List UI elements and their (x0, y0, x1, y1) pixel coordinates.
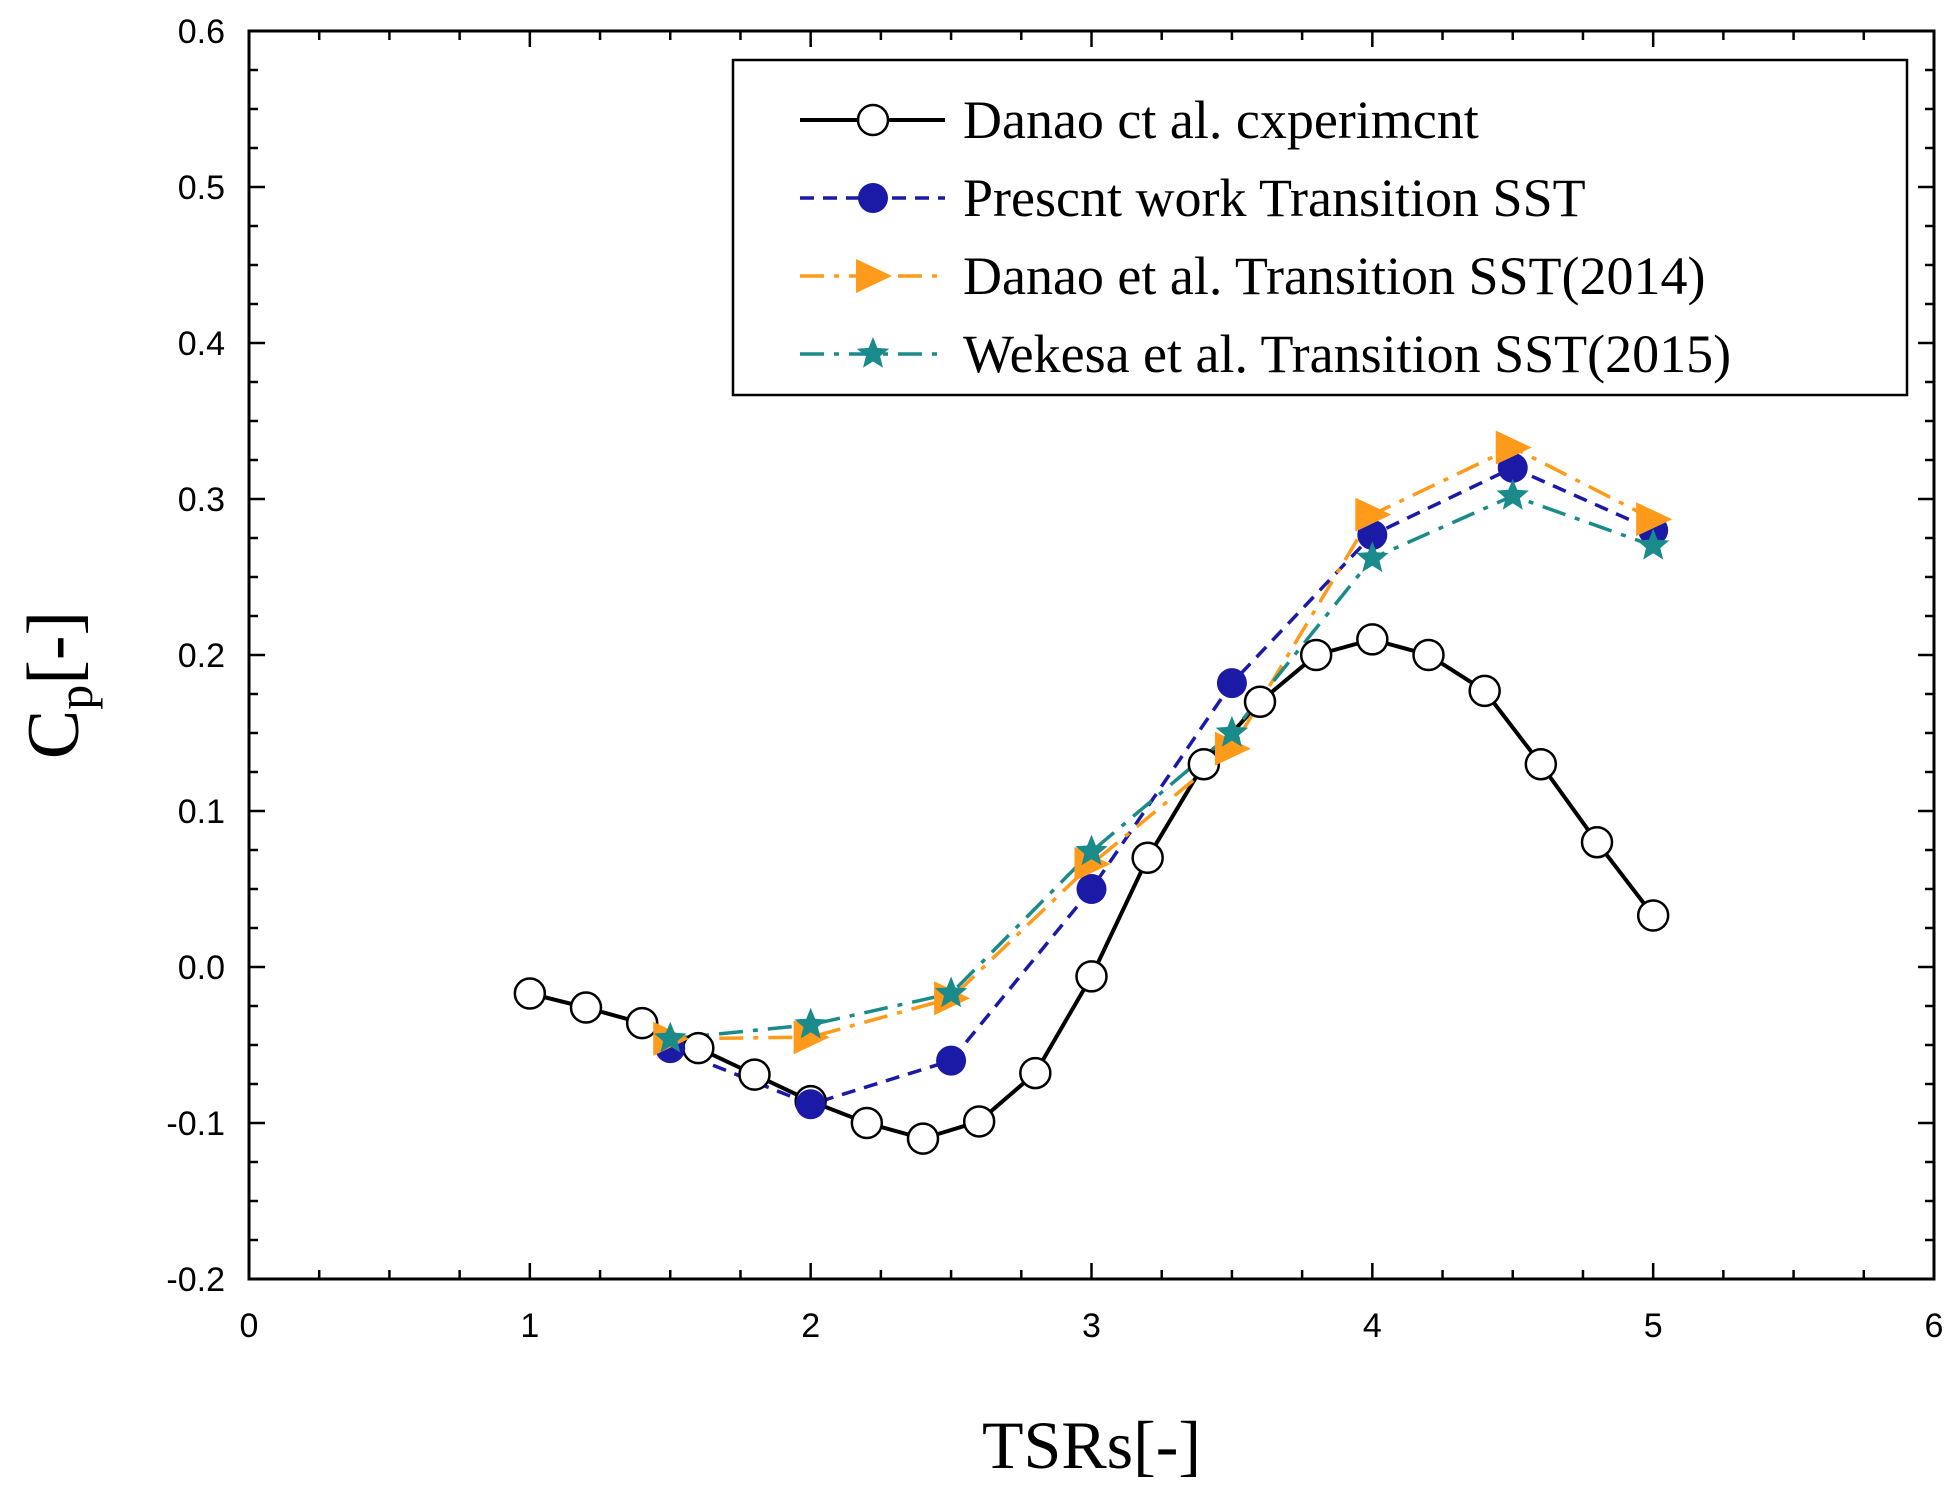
series-0-point (962, 1105, 996, 1138)
legend-label: Danao et al. Transition SST(2014) (963, 246, 1705, 306)
y-tick-label: 0.1 (178, 793, 225, 831)
legend-marker (858, 183, 888, 213)
series-3-point (794, 1007, 827, 1039)
series-3-point (1356, 541, 1389, 572)
series-0-point (906, 1122, 940, 1155)
series-1-point (795, 1089, 826, 1120)
series-0-point (513, 977, 547, 1010)
plot-frame (247, 29, 1936, 1281)
series-0-point (1075, 960, 1108, 993)
y-tick-label: 0.3 (178, 481, 225, 519)
tick-labels: 0 1 2 3 4 5 6 -0.2 -0.1 0.0 0.1 0.2 0.3 0.4 0.5 0.6 (166, 13, 1943, 1345)
series-3-point (1637, 528, 1670, 560)
series-3-point (934, 976, 968, 1008)
series-0-point (1524, 747, 1558, 781)
series-1-point (1497, 452, 1528, 483)
y-tick-label: 0.2 (178, 637, 225, 675)
series-0-point (569, 991, 603, 1024)
legend: Danao ct al. cxperimcnt Prescnt work Tran… (731, 58, 1909, 397)
series-0-point (625, 1006, 659, 1040)
series-3-point (654, 1021, 687, 1053)
y-axis-title-suffix: [-] (13, 611, 95, 685)
series-2-point (1495, 430, 1532, 465)
series-line-3 (670, 494, 1654, 1041)
y-tick-label: 0.0 (178, 949, 225, 987)
series-0-point (1131, 841, 1164, 875)
legend-item-1: Prescnt work Transition SST (800, 168, 1586, 228)
legend-marker (856, 337, 890, 368)
x-tick-label: 1 (520, 1307, 539, 1345)
legend-item-2: Danao et al. Transition SST(2014) (800, 246, 1705, 306)
series-markers (513, 430, 1673, 1155)
series-0-point (1356, 623, 1389, 656)
y-tick-label: 0.5 (178, 169, 225, 207)
series-0-point (738, 1058, 771, 1091)
series-0-point (682, 1031, 715, 1065)
series-3-point (1075, 834, 1108, 866)
series-3-point (1215, 716, 1249, 747)
x-tick-label: 0 (240, 1307, 259, 1345)
y-tick-label: -0.2 (166, 1261, 225, 1299)
y-axis-title-sub: p (47, 685, 103, 710)
x-tick-label: 6 (1925, 1307, 1944, 1345)
series-1-point (1076, 874, 1107, 904)
series-1-point (936, 1045, 967, 1076)
legend-label: Danao ct al. cxperimcnt (963, 90, 1479, 150)
series-3-point (1496, 478, 1529, 510)
legend-item-0: Danao ct al. cxperimcnt (800, 90, 1479, 150)
series-0-point (1412, 638, 1445, 672)
series-0-point (1019, 1056, 1052, 1090)
series-0-point (1299, 638, 1333, 672)
series-0-point (1187, 747, 1221, 781)
x-tick-label: 5 (1644, 1307, 1663, 1345)
series-line-1 (669, 465, 1654, 1107)
series-0-point (1243, 685, 1277, 719)
y-tick-label: 0.4 (178, 325, 225, 363)
series-1-point (1357, 519, 1388, 550)
series-line-2 (670, 445, 1654, 1041)
legend-box (731, 58, 1909, 397)
series-2-point (793, 1020, 830, 1055)
x-tick-label: 2 (801, 1307, 820, 1345)
series-0-point (1468, 674, 1501, 708)
x-axis-title: TSRs[-] (982, 1407, 1201, 1483)
series-0-point (1636, 899, 1670, 932)
legend-marker (856, 259, 892, 293)
x-tick-label: 3 (1082, 1307, 1101, 1345)
series-1-point (1216, 668, 1247, 699)
y-axis-title: Cp[-] (13, 611, 103, 759)
series-2-point (1355, 497, 1392, 532)
y-tick-label: 0.6 (178, 13, 225, 51)
x-tick-label: 4 (1363, 1307, 1382, 1345)
legend-label: Wekesa et al. Transition SST(2015) (963, 324, 1731, 384)
series-0-point (850, 1106, 884, 1140)
legend-item-3: Wekesa et al. Transition SST(2015) (800, 324, 1731, 384)
legend-label: Prescnt work Transition SST (963, 168, 1586, 228)
y-tick-label: -0.1 (166, 1105, 225, 1143)
series-2-point (1074, 847, 1111, 882)
series-2-point (1636, 502, 1673, 537)
legend-marker (856, 103, 890, 137)
y-axis-title-main: C (13, 710, 95, 759)
series-0-point (1580, 825, 1614, 859)
